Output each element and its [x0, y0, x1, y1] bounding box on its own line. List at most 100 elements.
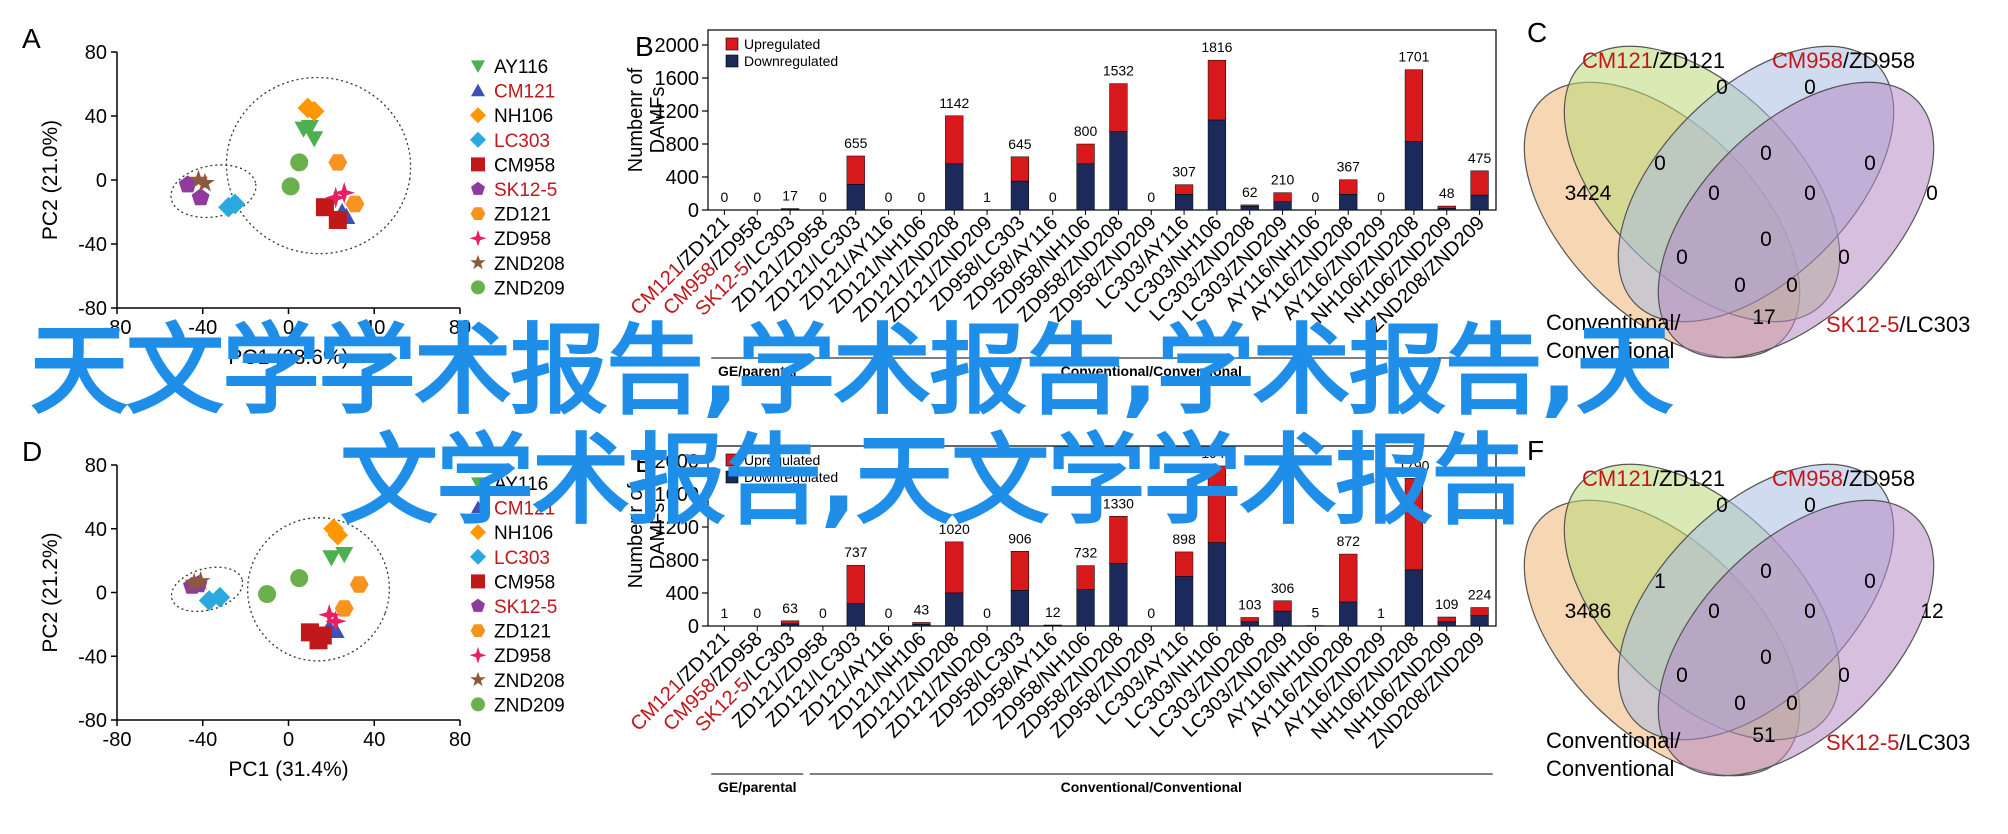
venn-count: 0: [1676, 664, 1688, 687]
bar-value-label: 307: [1172, 164, 1196, 180]
legend-label: SK12-5: [494, 180, 557, 201]
bar-value-label: 1330: [1103, 495, 1134, 511]
bar-up: [846, 564, 865, 604]
y-tick-label: 0: [96, 583, 107, 605]
bar-down: [780, 208, 800, 211]
legend-marker: [471, 697, 485, 712]
bar-down: [912, 624, 931, 627]
bar-value-label: 0: [885, 189, 893, 205]
bar-value-label: 898: [1172, 531, 1196, 547]
bar-value-label: 306: [1271, 580, 1295, 596]
bar-down: [1339, 194, 1358, 211]
bar-up: [1339, 179, 1358, 195]
legend-label: ZND208: [494, 671, 565, 692]
bar-up: [945, 541, 964, 594]
bar-value-label: 0: [918, 189, 926, 205]
venn-count: 0: [1864, 570, 1876, 593]
data-point: [191, 188, 210, 206]
venn-count: 0: [1734, 692, 1746, 715]
bar-down: [1076, 163, 1095, 211]
data-point: [188, 169, 209, 189]
legend-label: CM121: [494, 82, 555, 103]
x-tick-label: -80: [103, 317, 132, 339]
x-tick-label: 80: [449, 317, 471, 339]
data-point: [258, 585, 277, 604]
data-point: [335, 547, 354, 564]
data-point: [290, 153, 309, 172]
bar-down: [1010, 180, 1030, 211]
data-point: [305, 131, 324, 148]
group-label-conventional: Conventional/Conventional: [1061, 363, 1242, 379]
bar-up: [846, 155, 865, 185]
legend-marker: [469, 229, 487, 247]
text-span: CM121: [1582, 48, 1653, 73]
bar-value-label: 1532: [1103, 63, 1134, 79]
legend-marker: [471, 598, 485, 612]
y-tick-label: 0: [688, 616, 699, 638]
legend-label: ZND208: [494, 254, 565, 275]
y-axis-label-line: DAMFs: [647, 503, 669, 570]
bar-value-label: 732: [1074, 545, 1098, 561]
bar-down: [945, 592, 964, 627]
venn-count: 0: [1716, 76, 1728, 99]
venn-count: 0: [1804, 494, 1816, 517]
bar-value-label: 63: [782, 600, 798, 616]
bar-down: [1470, 194, 1489, 211]
legend-swatch-up: [725, 37, 739, 51]
venn-set-label: CM958/ZD958: [1772, 48, 1915, 73]
legend-label: NH106: [494, 106, 553, 127]
bar-up: [1404, 69, 1424, 142]
legend-label: ZD958: [494, 646, 551, 667]
bar-up: [1273, 600, 1292, 612]
bar-up: [1174, 184, 1194, 195]
panel-letter: B: [635, 31, 654, 62]
bar-value-label: 645: [1008, 136, 1032, 152]
legend-label: CM958: [494, 572, 555, 593]
panel-letter: F: [1527, 435, 1544, 466]
venn-set-label: SK12-5/LC303: [1826, 312, 1970, 337]
bar-value-label: 1790: [1398, 457, 1429, 473]
legend-marker: [470, 207, 486, 220]
data-point: [209, 586, 231, 608]
bar-value-label: 62: [1242, 184, 1258, 200]
bar-value-label: 0: [753, 189, 761, 205]
data-point: [290, 569, 309, 588]
y-tick-label: -40: [78, 646, 107, 668]
bar-up: [945, 115, 964, 165]
bar-value-label: 0: [721, 189, 729, 205]
bar-value-label: 103: [1238, 597, 1262, 613]
bar-down: [1174, 576, 1194, 627]
venn-count: 0: [1708, 600, 1720, 623]
y-axis-label: PC2 (21.2%): [39, 532, 62, 652]
bar-value-label: 367: [1337, 159, 1361, 175]
y-axis-label: Numbenr ofDAMFs: [625, 67, 669, 172]
bar-up: [912, 622, 931, 625]
y-tick-label: 80: [85, 455, 107, 477]
legend-marker: [471, 157, 485, 172]
bar-value-label: 1701: [1398, 49, 1429, 65]
text-span: CM958: [1772, 48, 1843, 73]
bar-up: [1010, 551, 1030, 591]
data-point: [195, 172, 215, 192]
bar-up: [1109, 516, 1128, 564]
data-point: [349, 576, 369, 593]
text-span: CM958: [1772, 466, 1843, 491]
bar-value-label: 0: [1147, 189, 1155, 205]
bar-down: [1273, 201, 1292, 211]
legend-label: LC303: [494, 131, 550, 152]
data-point: [184, 572, 204, 592]
legend-label: Upregulated: [744, 36, 820, 52]
bar-value-label: 737: [844, 544, 868, 560]
bar-value-label: 0: [753, 605, 761, 621]
venn-count: 0: [1760, 142, 1772, 165]
data-point: [345, 195, 365, 213]
venn-count: 0: [1804, 182, 1816, 205]
venn-count: 0: [1838, 664, 1850, 687]
data-point: [324, 186, 347, 209]
legend-marker: [471, 60, 485, 73]
data-point: [178, 175, 197, 193]
legend-marker: [469, 107, 487, 124]
bar-value-label: 48: [1439, 185, 1455, 201]
legend-marker: [469, 524, 487, 541]
